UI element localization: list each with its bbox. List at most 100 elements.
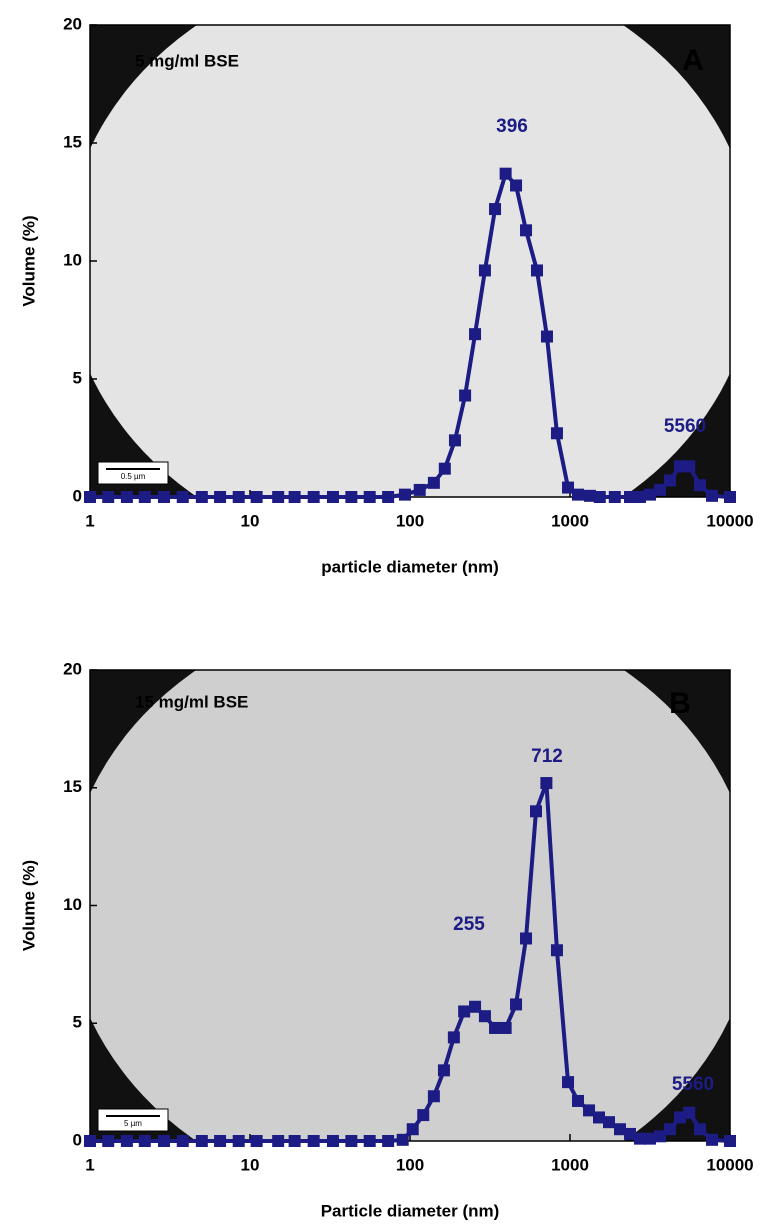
data-point [550,427,563,440]
data-point [448,434,461,447]
y-tick-label: 10 [63,895,82,914]
data-point [608,491,621,503]
data-point [176,491,189,503]
data-point [520,224,533,237]
data-point [120,1135,133,1147]
data-point [307,1135,320,1147]
data-point [157,491,170,503]
data-point [654,483,667,496]
data-point [138,491,151,503]
data-point [250,491,263,503]
data-point [326,491,339,503]
data-point [583,1104,596,1117]
peak-label: 5560 [672,1074,714,1095]
data-point [489,203,502,216]
data-point [345,491,358,503]
micrograph-field [90,670,730,1141]
data-point [406,1123,419,1136]
data-point [593,1111,606,1124]
y-tick-label: 0 [73,1130,82,1149]
data-point [437,1064,450,1077]
data-point [724,1135,736,1147]
data-point [102,1135,115,1147]
data-point [214,1135,227,1147]
y-axis-title: Volume (%) [19,860,38,951]
data-point [603,1116,616,1129]
data-point [664,1123,677,1136]
data-point [540,777,553,790]
data-point [571,1094,584,1107]
scale-bar-label: 5 µm [124,1119,142,1128]
scale-bar-box [97,461,169,485]
data-point [510,998,523,1011]
data-point [706,1133,719,1146]
data-point [531,264,544,277]
data-point [413,483,426,496]
data-point [510,179,523,192]
data-point [250,1135,263,1147]
data-point [550,944,563,957]
data-point [288,1135,301,1147]
data-point [654,1130,667,1143]
y-tick-label: 10 [63,250,82,269]
data-point [706,489,719,502]
data-point [583,489,596,502]
data-point [458,1005,471,1018]
data-point [499,167,512,180]
data-point [562,481,575,494]
x-tick-label: 10000 [706,1155,753,1174]
scale-bar-label: 0.5 µm [121,472,146,481]
data-point [417,1109,430,1122]
data-point [84,1135,96,1147]
y-tick-label: 0 [73,486,82,505]
data-point [345,1135,358,1147]
data-point [529,805,542,818]
x-axis-title: particle diameter (nm) [321,557,499,576]
data-point [683,1106,696,1119]
data-point [84,491,96,503]
scale-bar-box [97,1108,169,1132]
panel-letter: B [669,687,691,720]
data-point [288,491,301,503]
data-point [674,460,687,473]
data-point [427,476,440,489]
data-point [214,491,227,503]
y-tick-label: 20 [63,659,82,678]
data-point [382,491,395,503]
data-point [683,460,696,473]
x-tick-label: 1 [85,1155,94,1174]
data-point [438,462,451,475]
data-point [724,491,736,503]
data-point [469,1000,482,1013]
data-point [469,328,482,341]
data-point [643,1132,656,1145]
data-point [447,1031,460,1044]
data-point [643,488,656,501]
data-point [459,389,472,402]
data-point [540,330,553,343]
panel-letter: A [682,44,704,77]
peak-label: 712 [531,746,563,767]
data-point [307,491,320,503]
data-point [664,474,677,487]
data-point [674,1111,687,1124]
data-point [157,1135,170,1147]
data-point [363,491,376,503]
data-point [398,488,411,501]
y-tick-label: 15 [63,132,82,151]
data-point [633,1132,646,1145]
data-point [623,491,636,503]
x-tick-label: 1000 [551,511,589,530]
sample-label: 5 mg/ml BSE [135,51,239,70]
data-point [232,491,245,503]
data-point [427,1090,440,1103]
y-tick-label: 15 [63,777,82,796]
x-axis-title: Particle diameter (nm) [321,1201,500,1220]
data-point [520,932,533,945]
data-point [195,491,208,503]
data-point [120,491,133,503]
x-tick-label: 10 [241,1155,260,1174]
data-point [694,479,707,492]
micrograph-field [90,25,730,497]
